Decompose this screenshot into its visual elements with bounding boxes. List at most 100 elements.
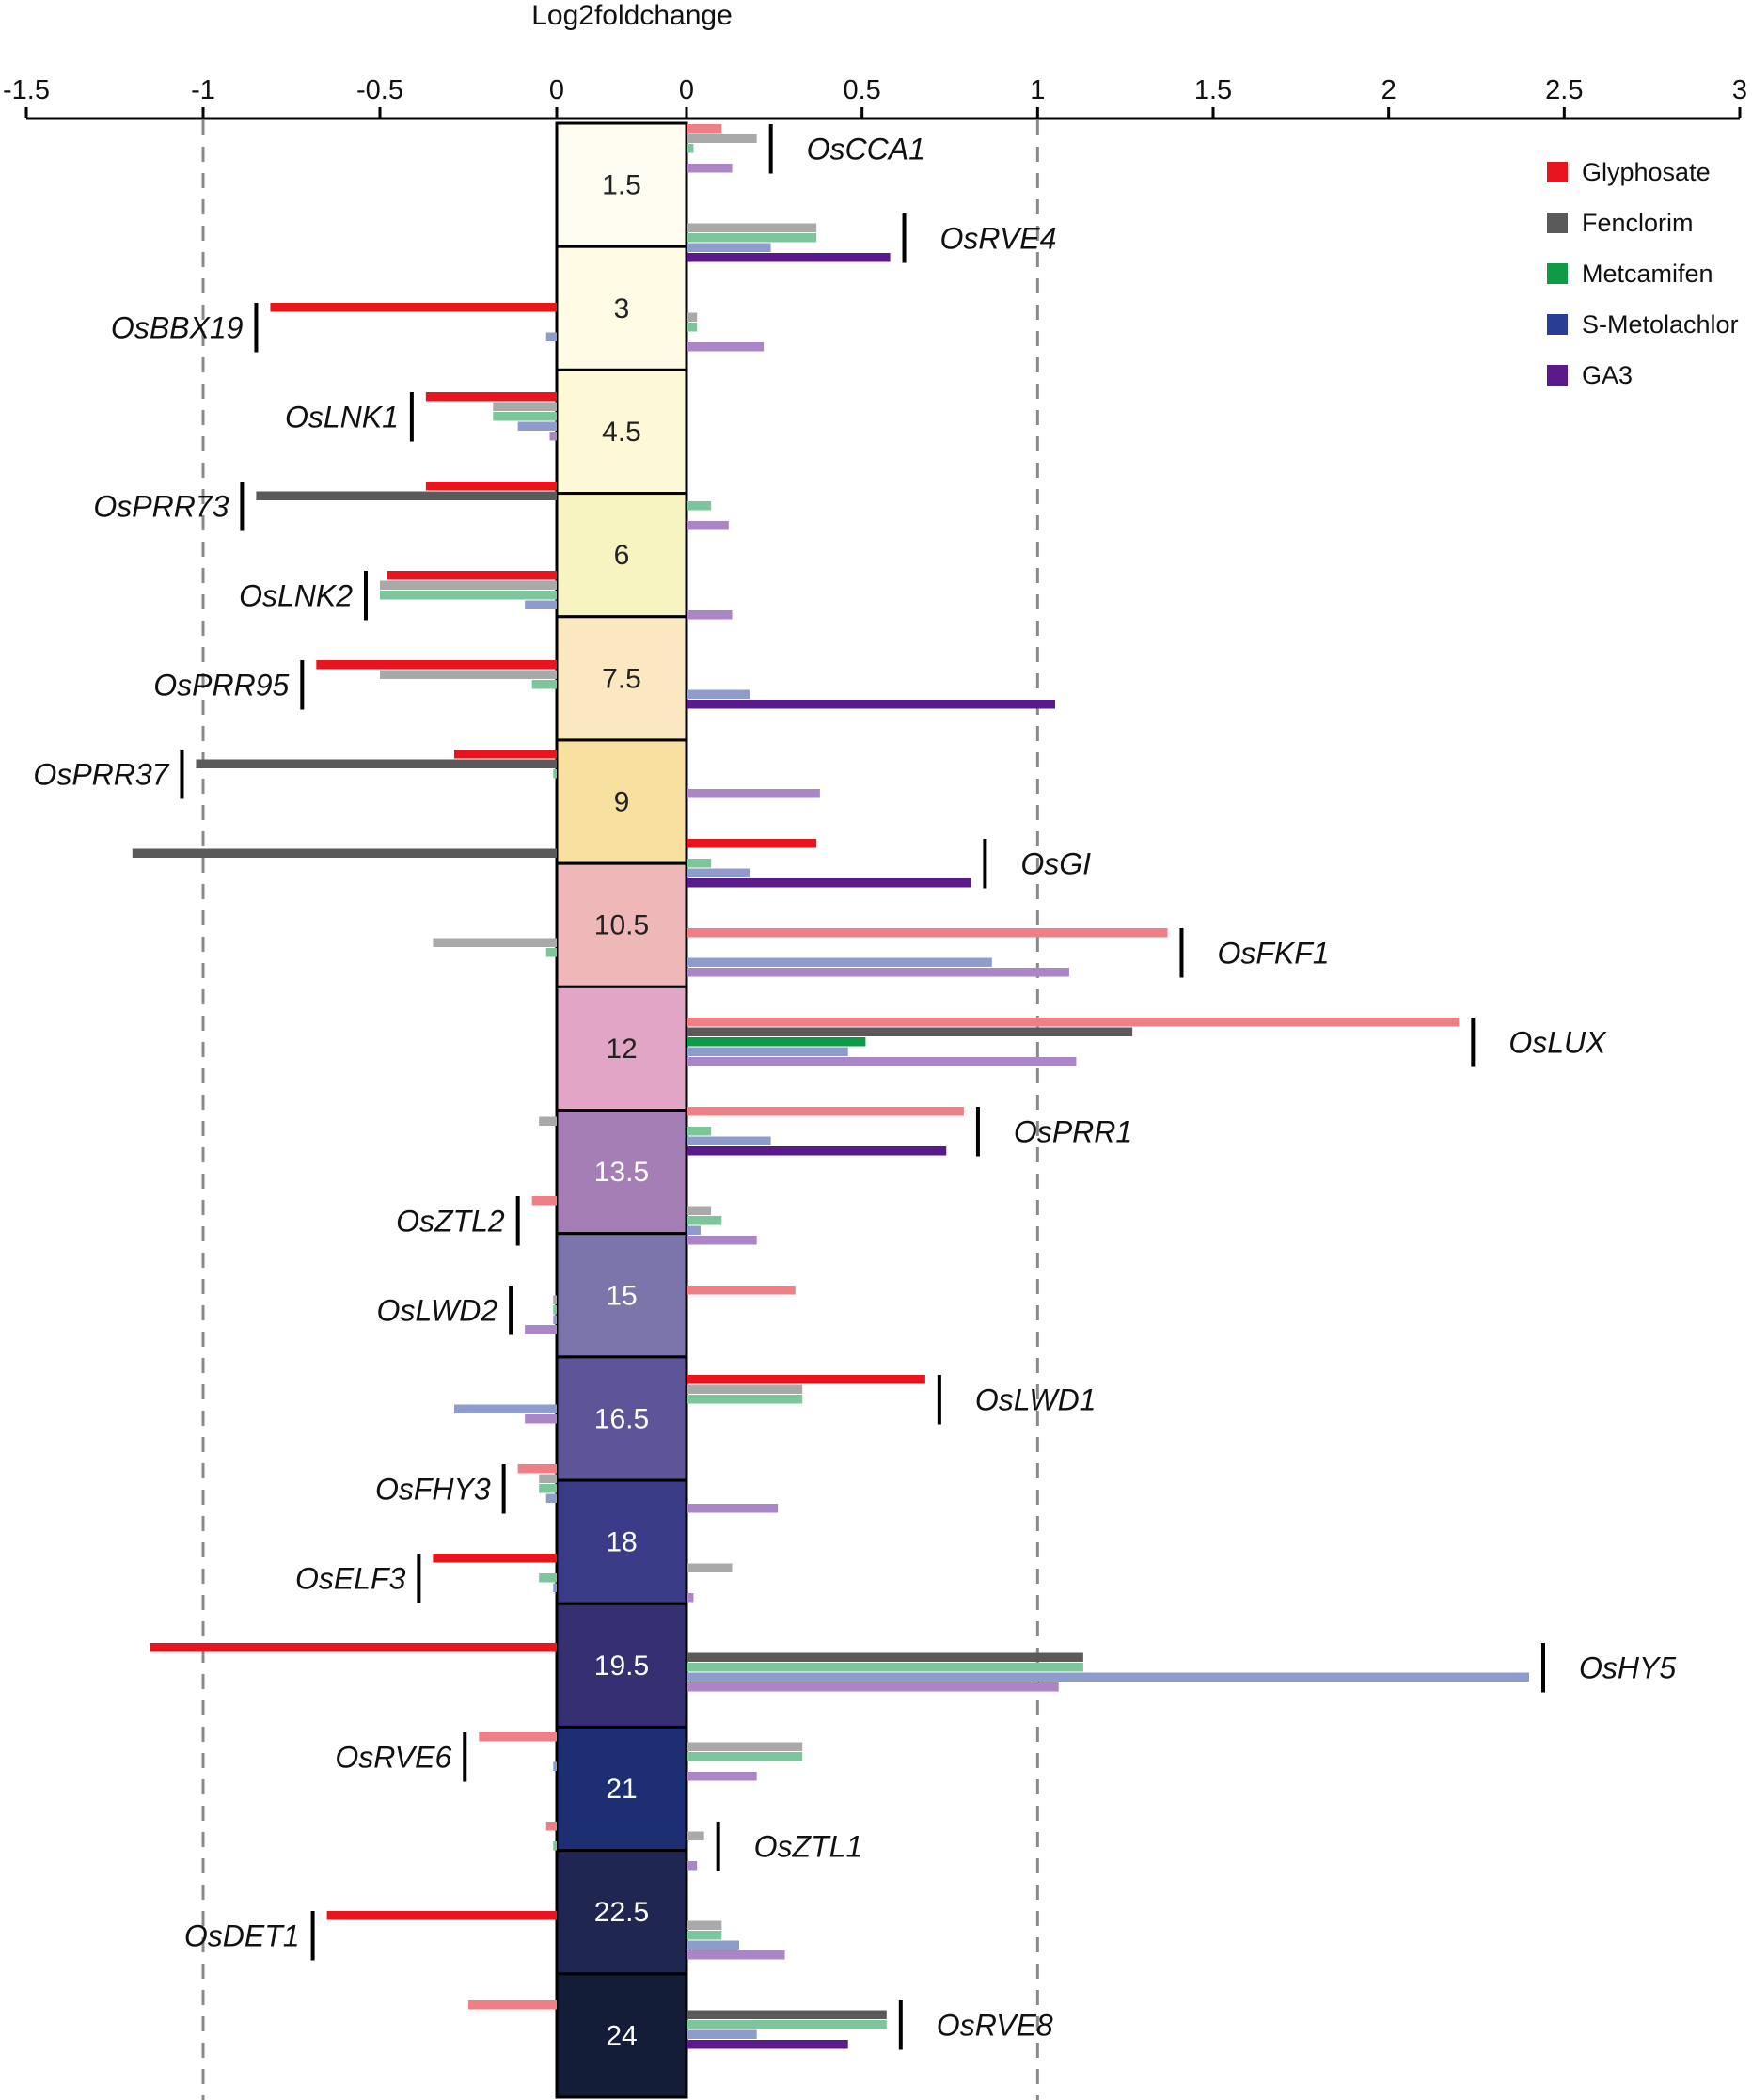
bar-OsLUX-Metcamifen: [687, 1037, 866, 1047]
bar-OsRVE6-Glyphosate: [479, 1732, 557, 1742]
bar-OsLNK2-S-Metolachlor: [525, 600, 557, 609]
time-point-column: 1.5 3 4.5 6 7.5 9 10.5 12 13.5 15 16.5 18 19.5 21 22.5…: [555, 121, 688, 2099]
legend-swatch: [1547, 162, 1568, 182]
bar-OsFHY3-S-Metolachlor: [545, 1493, 557, 1503]
bar-OsELF3-Fenclorim: [687, 1563, 733, 1572]
bar-OsLWD2-Fenclorim: [553, 1295, 557, 1304]
time-point-label: 3: [614, 293, 630, 324]
bar-OsCCA1-Metcamifen: [687, 144, 694, 153]
time-point-cell: [555, 738, 688, 865]
time-point-label: 16.5: [594, 1403, 649, 1434]
time-point-label: 13.5: [594, 1157, 649, 1188]
gene-label: OsRVE6: [335, 1740, 451, 1774]
bar-OsELF3-GA3: [687, 1593, 694, 1603]
bar-OsLNK1-S-Metolachlor: [517, 421, 557, 431]
right-tick-label: 3: [1732, 75, 1747, 105]
time-point-label: 1.5: [602, 170, 641, 201]
legend-swatch: [1547, 263, 1568, 284]
bar-OsGI-GA3: [687, 878, 971, 888]
bar-OsPRR95-Glyphosate: [316, 660, 557, 670]
bar-OsLWD2-S-Metolachlor: [553, 1315, 557, 1324]
gene-label: OsZTL2: [396, 1204, 505, 1238]
time-point-cell: [555, 1972, 688, 2099]
bar-OsLWD1-GA3: [525, 1414, 557, 1424]
gene-label: OsCCA1: [807, 132, 925, 166]
left-tick-label: -0.5: [356, 75, 403, 105]
bar-OsPRR1-S-Metolachlor: [687, 1136, 771, 1145]
time-point-label: 6: [614, 540, 630, 571]
bar-OsLNK2-Metcamifen: [380, 591, 557, 600]
bar-OsPRR1-Fenclorim: [539, 1116, 557, 1126]
bar-OsHY5-Glyphosate: [150, 1643, 557, 1652]
gene-labels-layer: OsCCA1 OsRVE4 OsBBX19 OsLNK1 OsPRR73 OsLNK2 Os…: [33, 124, 1676, 2050]
bar-OsHY5-GA3: [687, 1682, 1059, 1692]
bar-OsFHY3-Glyphosate: [517, 1464, 557, 1474]
right-tick-label: 2: [1381, 75, 1397, 105]
time-point-label: 18: [606, 1527, 637, 1558]
gene-label: OsLUX: [1508, 1025, 1607, 1059]
time-point-label: 22.5: [594, 1897, 649, 1928]
bars-layer: [132, 124, 1529, 2049]
bar-OsFKF1-S-Metolachlor: [687, 957, 992, 967]
bar-OsPRR73-Fenclorim: [256, 491, 557, 500]
bar-OsLWD2-Glyphosate: [687, 1286, 796, 1295]
bar-OsPRR37-Glyphosate: [453, 750, 557, 759]
bar-OsPRR1-Metcamifen: [687, 1127, 712, 1136]
gene-label: OsRVE8: [937, 2008, 1053, 2042]
bar-OsGI-S-Metolachlor: [687, 868, 750, 877]
bar-OsPRR1-Glyphosate: [687, 1107, 964, 1116]
bar-OsDET1-Metcamifen: [687, 1931, 722, 1940]
gene-label: OsFHY3: [375, 1472, 491, 1506]
bar-OsFKF1-GA3: [687, 968, 1069, 977]
right-tick-label: 2.5: [1545, 75, 1583, 105]
bar-OsRVE6-GA3: [687, 1772, 757, 1781]
time-point-cell: [555, 1725, 688, 1853]
bar-OsELF3-S-Metolachlor: [553, 1583, 557, 1592]
legend: Glyphosate Fenclorim Metcamifen S-Metolachl…: [1547, 158, 1739, 389]
time-point-cell: [555, 1232, 688, 1359]
gene-label: OsGI: [1020, 846, 1091, 880]
time-point-label: 24: [606, 2020, 637, 2051]
bar-OsFHY3-Metcamifen: [539, 1484, 557, 1493]
bar-OsLWD2-Metcamifen: [553, 1305, 557, 1315]
bar-OsLNK1-Metcamifen: [493, 412, 557, 421]
gene-label: OsPRR1: [1014, 1114, 1132, 1148]
bar-OsLUX-S-Metolachlor: [687, 1047, 848, 1056]
legend-label: Metcamifen: [1582, 260, 1713, 288]
bar-OsCCA1-Glyphosate: [687, 124, 722, 134]
bar-OsRVE8-Metcamifen: [687, 2020, 887, 2029]
time-point-cell: [555, 615, 688, 742]
bar-OsPRR1-GA3: [687, 1146, 947, 1156]
bar-OsPRR73-GA3: [687, 521, 729, 530]
bar-OsZTL2-S-Metolachlor: [687, 1225, 701, 1235]
bar-OsFKF1-Metcamifen: [545, 948, 557, 957]
bar-OsGI-Glyphosate: [687, 839, 817, 848]
gene-label: OsDET1: [184, 1918, 300, 1952]
bar-OsLWD1-Metcamifen: [687, 1395, 803, 1404]
time-point-cell: [555, 1109, 688, 1236]
bar-OsFKF1-Fenclorim: [433, 938, 557, 947]
gene-label: OsFKF1: [1217, 936, 1329, 970]
bar-OsPRR95-GA3: [687, 700, 1055, 709]
time-point-label: 19.5: [594, 1650, 649, 1682]
legend-swatch: [1547, 314, 1568, 335]
gene-label: OsRVE4: [940, 221, 1057, 255]
gene-label: OsZTL1: [754, 1829, 863, 1863]
time-point-label: 7.5: [602, 663, 641, 694]
bar-OsELF3-Metcamifen: [539, 1573, 557, 1583]
bar-OsZTL2-Fenclorim: [687, 1206, 712, 1215]
bar-OsLWD1-S-Metolachlor: [453, 1404, 557, 1413]
time-point-cell: [555, 1849, 688, 1976]
bar-OsPRR95-Fenclorim: [380, 670, 557, 679]
bar-OsCCA1-Fenclorim: [687, 134, 757, 143]
time-point-cell: [555, 1478, 688, 1605]
bar-OsZTL1-GA3: [687, 1861, 698, 1871]
bar-OsZTL2-GA3: [687, 1236, 757, 1245]
gene-label: OsLNK2: [239, 578, 353, 612]
bar-OsPRR95-Metcamifen: [531, 680, 557, 689]
axis-layer: -1.5 -1 -0.5 0 0 0.5 1 1.5 2 2.5 3: [3, 75, 1747, 120]
bar-OsLWD2-GA3: [525, 1325, 557, 1334]
gene-label: OsLWD2: [377, 1293, 498, 1327]
legend-label: GA3: [1582, 361, 1633, 389]
